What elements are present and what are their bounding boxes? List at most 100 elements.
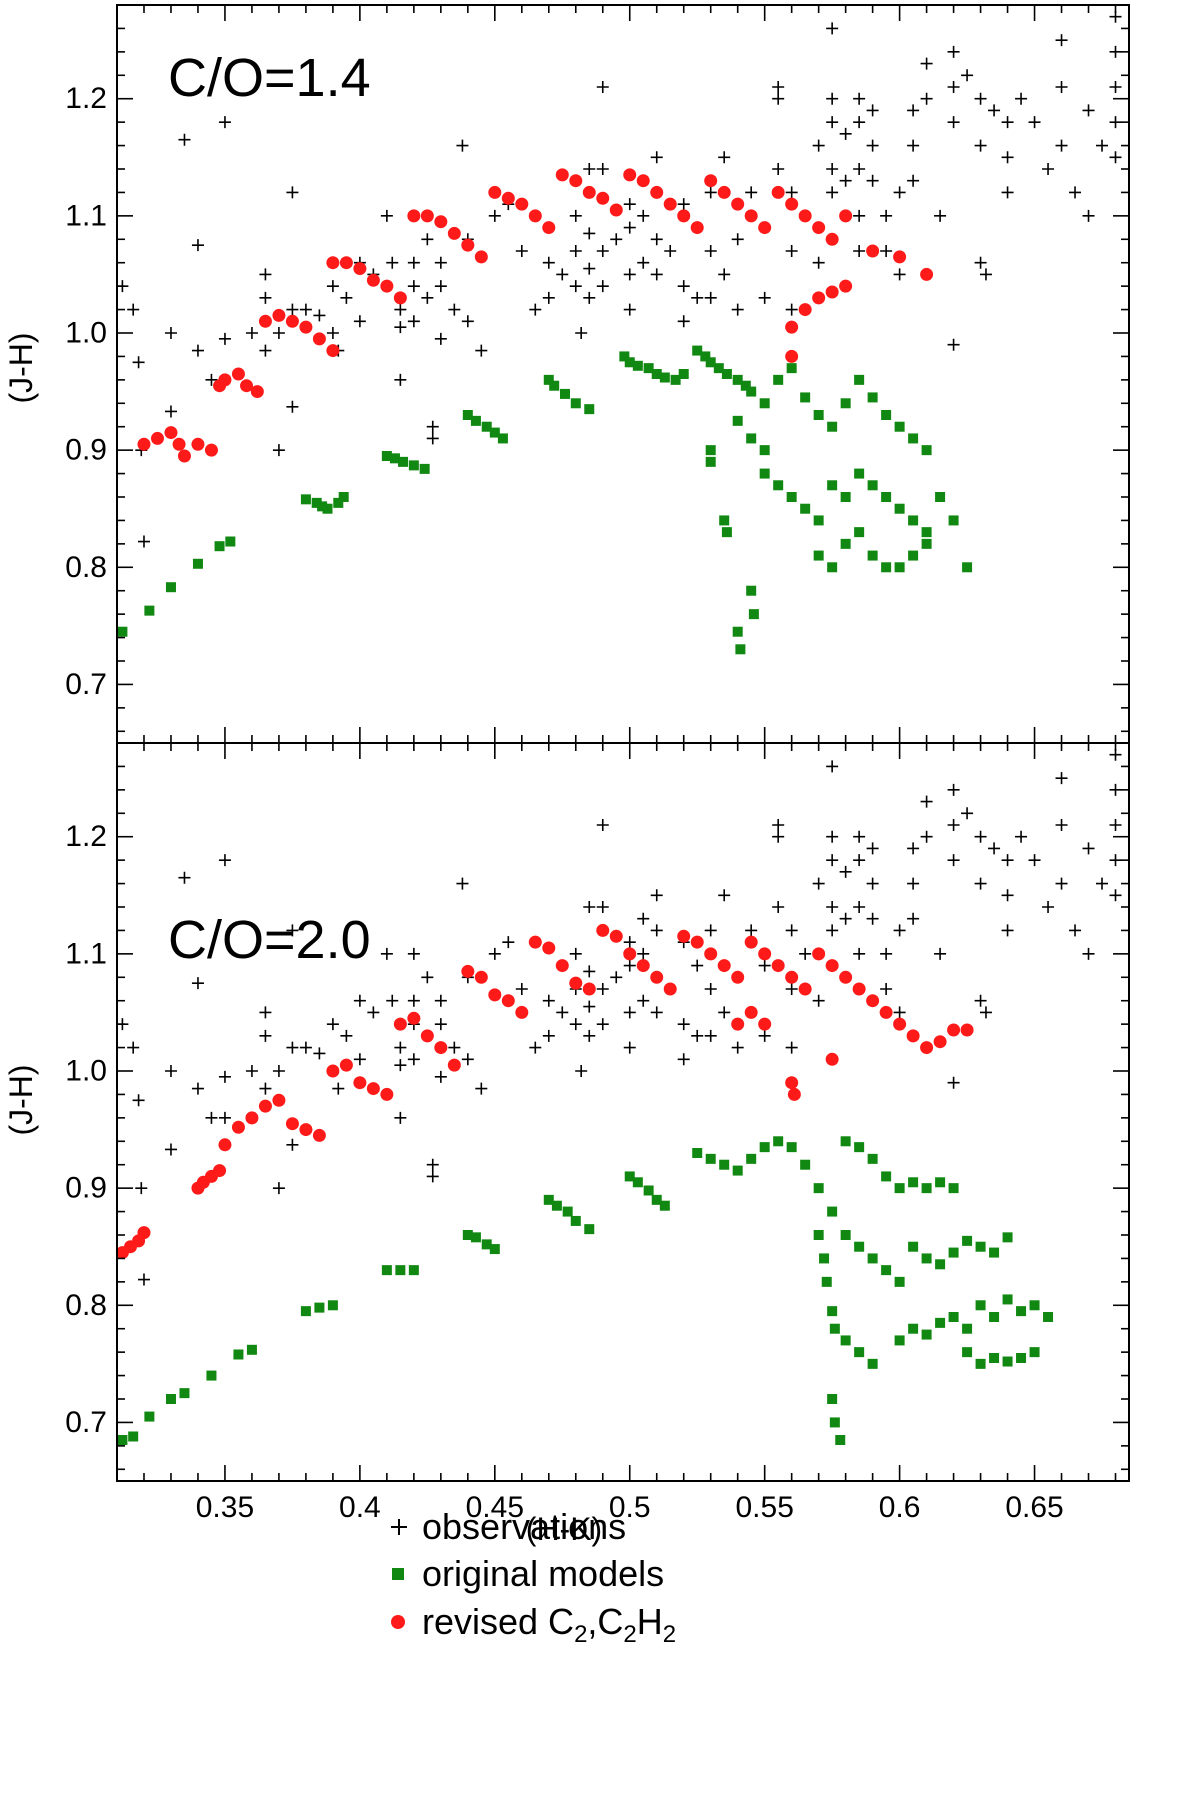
observation-point: [542, 291, 555, 304]
y-tick-label: 0.7: [65, 668, 107, 701]
panel-bottom-c-o-2-0: 0.7 0.8 0.9 1.0 1.1 1.2 0.35 0.4 0.45 0.…: [3, 742, 1130, 1648]
original-model-point: [395, 1265, 406, 1276]
observation-point: [907, 174, 920, 187]
revised-model-point: [474, 970, 488, 984]
original-model-point: [867, 1253, 878, 1264]
observation-point: [164, 1143, 177, 1156]
revised-model-point: [380, 279, 394, 293]
observation-point: [934, 947, 947, 960]
original-model-point: [543, 374, 554, 385]
original-model-point: [389, 453, 400, 464]
observation-point: [637, 994, 650, 1007]
revised-model-point: [933, 1035, 947, 1049]
observation-point: [1109, 116, 1122, 129]
revised-model-point: [866, 244, 880, 258]
observation-point: [596, 163, 609, 175]
original-model-point: [327, 1300, 338, 1311]
observation-point: [426, 1170, 439, 1183]
revised-model-point: [137, 437, 151, 451]
observation-point: [191, 239, 204, 252]
revised-model-point: [488, 988, 502, 1002]
original-model-point: [746, 433, 757, 444]
original-model-point: [381, 1265, 392, 1276]
panel-top-y-tick-labels: 0.7 0.8 0.9 1.0 1.1 1.2: [65, 82, 107, 701]
observation-point: [623, 1006, 636, 1019]
revised-model-point: [690, 935, 704, 949]
observation-point: [1028, 116, 1041, 129]
observation-point: [853, 854, 866, 867]
revised-model-point: [731, 970, 745, 984]
original-model-point: [962, 1235, 973, 1246]
observation-point: [826, 760, 839, 773]
observation-point: [475, 1082, 488, 1095]
original-model-point: [989, 1312, 1000, 1322]
revised-model-point: [825, 1052, 839, 1066]
original-model-point: [300, 494, 311, 505]
original-model-point: [921, 445, 932, 456]
observation-point: [880, 209, 893, 222]
observation-point: [839, 865, 852, 878]
observation-point: [259, 1006, 272, 1019]
observation-point: [191, 977, 204, 990]
revised-model-point: [461, 964, 475, 978]
observation-point: [772, 830, 785, 843]
original-model-point: [746, 386, 757, 397]
original-model-point: [462, 410, 473, 420]
original-model-point: [975, 1358, 986, 1369]
observation-point: [596, 280, 609, 293]
original-model-point: [1043, 1312, 1054, 1322]
observation-point: [920, 57, 933, 70]
original-model-point: [1002, 1232, 1013, 1243]
original-model-point: [840, 1335, 851, 1346]
observation-point: [596, 81, 609, 93]
observation-point: [893, 268, 906, 281]
original-model-point: [935, 1177, 946, 1188]
revised-model-point: [906, 1029, 920, 1043]
revised-model-point: [744, 935, 758, 949]
observation-point: [596, 245, 609, 257]
original-model-point: [948, 1312, 959, 1322]
observation-point: [529, 1041, 542, 1054]
revised-model-point: [596, 923, 610, 937]
observation-point: [407, 280, 420, 293]
x-tick-label: 0.55: [735, 1491, 793, 1524]
observation-point: [353, 315, 366, 328]
observation-point: [421, 291, 434, 304]
revised-model-point: [596, 191, 610, 205]
observation-point: [272, 327, 285, 339]
revised-model-point: [609, 929, 623, 943]
observation-point: [974, 994, 987, 1007]
observation-point: [583, 291, 596, 304]
panel-top-marks: [116, 10, 1122, 655]
observation-point: [205, 373, 218, 386]
revised-model-point: [353, 1076, 367, 1090]
original-model-point: [962, 562, 973, 573]
original-model-point: [962, 1347, 973, 1358]
observation-point: [853, 209, 866, 222]
observation-point: [191, 1082, 204, 1095]
original-model-point: [759, 398, 770, 409]
original-model-point: [1029, 1347, 1040, 1358]
original-model-point: [908, 550, 919, 561]
original-model-point: [214, 541, 225, 552]
observation-point: [583, 1000, 596, 1013]
revised-model-point: [488, 185, 502, 199]
original-model-point: [894, 562, 905, 573]
revised-model-point: [947, 1023, 961, 1037]
observation-point: [691, 959, 704, 972]
revised-model-point: [434, 1041, 448, 1055]
observation-point: [650, 889, 663, 902]
observation-point: [132, 356, 145, 369]
observation-point: [826, 186, 839, 199]
original-model-point: [921, 538, 932, 549]
observation-point: [286, 924, 299, 937]
revised-model-point: [636, 959, 650, 973]
observation-point: [286, 1138, 299, 1151]
observation-point: [1055, 139, 1068, 152]
observation-point: [907, 104, 920, 117]
original-model-point: [481, 421, 492, 432]
observation-point: [434, 332, 447, 345]
observation-point: [920, 92, 933, 105]
observation-point: [434, 280, 447, 293]
revised-model-point: [812, 947, 826, 961]
